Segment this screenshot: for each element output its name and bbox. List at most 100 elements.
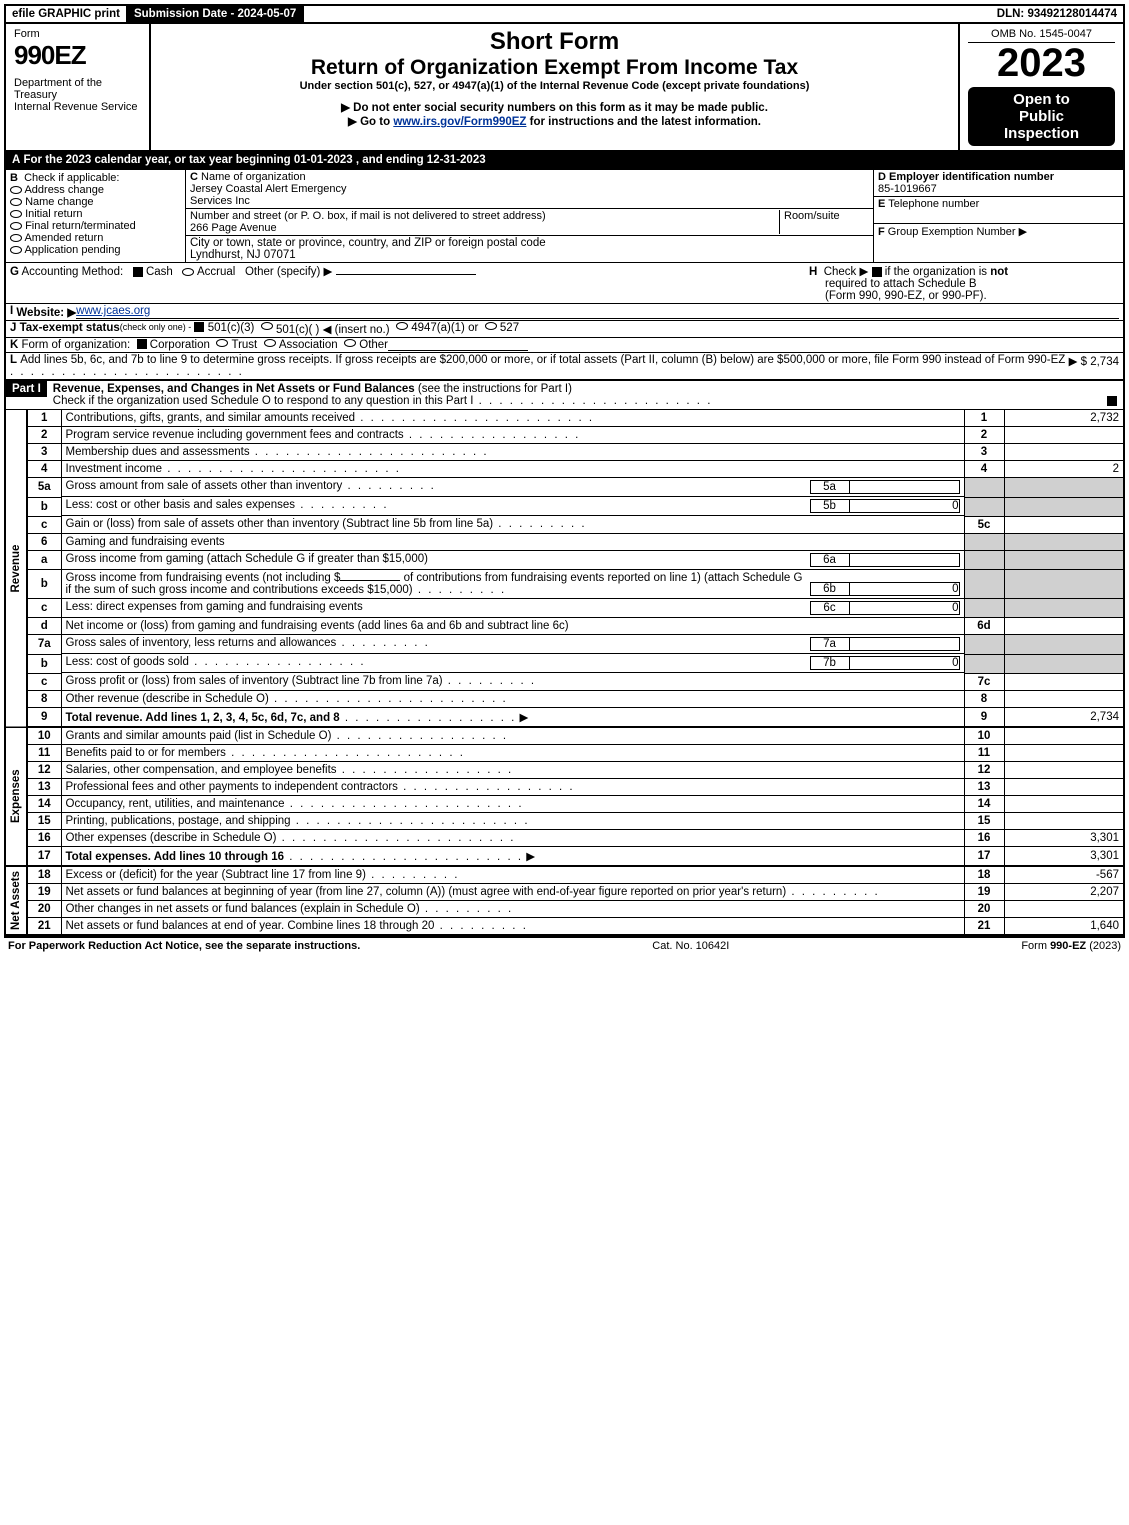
line-val: 2: [1004, 461, 1124, 478]
table-row: 16Other expenses (describe in Schedule O…: [5, 829, 1124, 846]
check-cash[interactable]: [133, 267, 143, 277]
line-val: 1,640: [1004, 917, 1124, 935]
check-final-return[interactable]: [10, 222, 22, 230]
grey-cell: [1004, 635, 1124, 655]
open3: Inspection: [970, 125, 1113, 142]
check-501c[interactable]: [261, 322, 273, 330]
line-val: [1004, 744, 1124, 761]
line-desc: Printing, publications, postage, and shi…: [66, 815, 291, 827]
mini-lab: 6c: [810, 601, 850, 615]
check-accrual[interactable]: [182, 268, 194, 276]
section-c: C Name of organization Jersey Coastal Al…: [186, 170, 873, 262]
line-desc: Other expenses (describe in Schedule O): [66, 832, 277, 844]
line-num: c: [27, 516, 61, 533]
line-desc: Total expenses. Add lines 10 through 16: [66, 851, 285, 863]
g-accrual: Accrual: [197, 266, 235, 278]
check-501c3[interactable]: [194, 322, 204, 332]
b-item-5: Application pending: [24, 244, 120, 256]
l-text: Add lines 5b, 6c, and 7b to line 9 to de…: [20, 354, 1065, 366]
b-item-4: Amended return: [24, 232, 103, 244]
line-lab: 1: [964, 410, 1004, 427]
check-h[interactable]: [872, 267, 882, 277]
mini-val: [850, 480, 960, 494]
line-lab: 9: [964, 707, 1004, 727]
mini-val: 0: [850, 582, 960, 596]
check-assoc[interactable]: [264, 339, 276, 347]
line-a-text: For the 2023 calendar year, or tax year …: [24, 154, 486, 166]
d-label: Employer identification number: [889, 171, 1054, 183]
line-desc: Professional fees and other payments to …: [66, 781, 398, 793]
check-other[interactable]: [344, 339, 356, 347]
check-amended[interactable]: [10, 234, 22, 242]
check-initial-return[interactable]: [10, 210, 22, 218]
open-inspection: Open to Public Inspection: [968, 87, 1115, 146]
line-lab: 15: [964, 812, 1004, 829]
city-label: City or town, state or province, country…: [190, 237, 546, 249]
table-row: 11Benefits paid to or for members11: [5, 744, 1124, 761]
line-lab: 12: [964, 761, 1004, 778]
grey-cell: [964, 550, 1004, 570]
line-desc: Total revenue. Add lines 1, 2, 3, 4, 5c,…: [66, 712, 340, 724]
line-num: 13: [27, 778, 61, 795]
form-header: Form 990EZ Department of the Treasury In…: [4, 24, 1125, 152]
mini-val: [850, 553, 960, 567]
line-val: 2,734: [1004, 707, 1124, 727]
mini-lab: 5b: [810, 499, 850, 513]
line-num: 8: [27, 690, 61, 707]
check-address-change[interactable]: [10, 186, 22, 194]
line-num: 6: [27, 533, 61, 550]
check-4947[interactable]: [396, 322, 408, 330]
line-desc: Excess or (deficit) for the year (Subtra…: [66, 869, 366, 881]
check-name-change[interactable]: [10, 198, 22, 206]
check-schedule-o[interactable]: [1107, 396, 1117, 406]
line-g-h: G Accounting Method: Cash Accrual Other …: [4, 263, 1125, 304]
top-bar: efile GRAPHIC print Submission Date - 20…: [4, 4, 1125, 24]
line-val: 2,732: [1004, 410, 1124, 427]
g-label: Accounting Method:: [22, 266, 124, 278]
check-corp[interactable]: [137, 339, 147, 349]
i-label: Website: ▶: [16, 305, 76, 319]
line-num: 1: [27, 410, 61, 427]
line-num: 17: [27, 846, 61, 866]
line-desc: Gross amount from sale of assets other t…: [66, 480, 343, 492]
table-row: dNet income or (loss) from gaming and fu…: [5, 618, 1124, 635]
line-desc: Contributions, gifts, grants, and simila…: [66, 412, 356, 424]
line-desc: Net assets or fund balances at beginning…: [66, 886, 787, 898]
line-lab: 18: [964, 866, 1004, 884]
grey-cell: [1004, 478, 1124, 498]
line-lab: 2: [964, 427, 1004, 444]
do-not-enter: ▶ Do not enter social security numbers o…: [159, 100, 950, 114]
line-desc: Gross sales of inventory, less returns a…: [66, 637, 337, 649]
line-desc: Gross income from fundraising events (no…: [66, 572, 341, 584]
mini-lab: 6a: [810, 553, 850, 567]
check-trust[interactable]: [216, 339, 228, 347]
footer-right-pre: Form: [1021, 940, 1050, 952]
line-num: 14: [27, 795, 61, 812]
dept-irs: Internal Revenue Service: [14, 101, 141, 113]
table-row: 21Net assets or fund balances at end of …: [5, 917, 1124, 935]
footer-right: Form 990-EZ (2023): [1021, 940, 1121, 952]
table-row: 14Occupancy, rent, utilities, and mainte…: [5, 795, 1124, 812]
check-527[interactable]: [485, 322, 497, 330]
e-label: Telephone number: [888, 198, 979, 210]
line-lab: 5c: [964, 516, 1004, 533]
org-name-2: Services Inc: [190, 195, 250, 207]
line-num: a: [27, 550, 61, 570]
table-row: 7aGross sales of inventory, less returns…: [5, 635, 1124, 655]
grey-cell: [1004, 550, 1124, 570]
line-lab: 7c: [964, 673, 1004, 690]
table-row: bGross income from fundraising events (n…: [5, 570, 1124, 599]
footer-mid: Cat. No. 10642I: [652, 940, 729, 952]
k-opt3: Other: [359, 339, 388, 351]
website-link[interactable]: www.jcaes.org: [76, 305, 1119, 319]
table-row: 13 Professional fees and other payments t…: [5, 778, 1124, 795]
table-row: Revenue 1 Contributions, gifts, grants, …: [5, 410, 1124, 427]
line-val: [1004, 761, 1124, 778]
h-not: not: [990, 266, 1008, 278]
grey-cell: [964, 599, 1004, 618]
irs-link[interactable]: www.irs.gov/Form990EZ: [393, 116, 526, 128]
line-val: [1004, 444, 1124, 461]
check-pending[interactable]: [10, 246, 22, 254]
mini-lab: 7b: [810, 656, 850, 670]
line-desc: Other changes in net assets or fund bala…: [66, 903, 420, 915]
